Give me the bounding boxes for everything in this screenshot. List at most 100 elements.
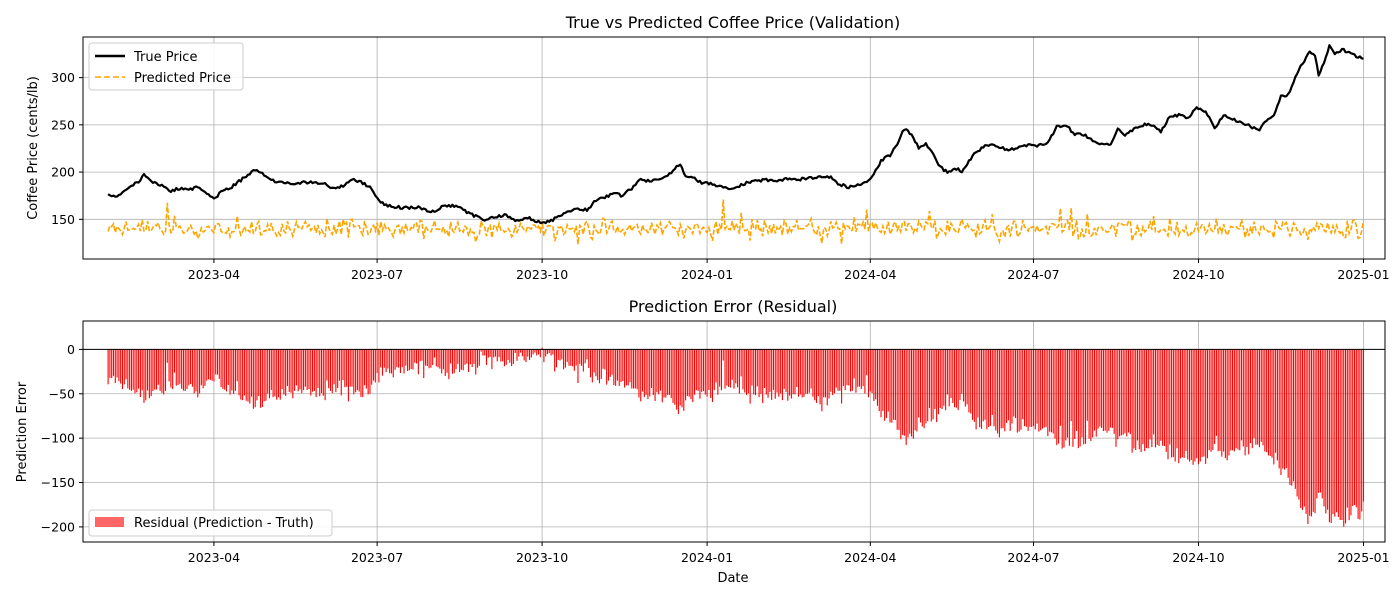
residual-bar — [862, 349, 864, 387]
residual-bar — [182, 349, 184, 391]
residual-bar — [428, 349, 430, 369]
residual-bar — [563, 349, 565, 370]
residual-bar — [1172, 349, 1174, 458]
residual-bar — [760, 349, 762, 394]
residual-bar — [489, 349, 491, 357]
residual-bar — [121, 349, 123, 390]
residual-bar — [236, 349, 238, 382]
residual-bar — [889, 349, 891, 423]
residual-bar — [762, 349, 764, 404]
residual-bar — [792, 349, 794, 395]
residual-bar — [1025, 349, 1027, 427]
residual-bar — [737, 349, 739, 388]
residual-bar — [905, 349, 907, 445]
residual-bar — [812, 349, 814, 397]
residual-bar — [695, 349, 697, 391]
residual-bar — [1348, 349, 1350, 521]
residual-bar — [713, 349, 715, 391]
residual-bar — [356, 349, 358, 391]
residual-bar — [1318, 349, 1320, 493]
residual-bar — [554, 349, 556, 372]
residual-bar — [351, 349, 353, 387]
residual-bar — [622, 349, 624, 382]
residual-bar — [1215, 349, 1217, 436]
price-chart-y-axis-label: Coffee Price (cents/lb) — [26, 76, 41, 220]
residual-bar — [1018, 349, 1020, 432]
residual-bar — [954, 349, 956, 408]
residual-bar — [410, 349, 412, 370]
residual-bar — [297, 349, 299, 392]
residual-bar — [1361, 349, 1363, 512]
residual-bar — [1327, 349, 1329, 510]
residual-bar — [161, 349, 163, 393]
residual-bar — [451, 349, 453, 374]
residual-bar — [114, 349, 116, 384]
residual-bar — [477, 349, 479, 368]
residual-bar — [243, 349, 245, 396]
legend-predicted-price-label: Predicted Price — [134, 71, 231, 86]
residual-bar — [826, 349, 828, 406]
residual-bar — [1287, 349, 1289, 478]
residual-bar — [728, 349, 730, 387]
residual-bar — [518, 349, 520, 357]
residual-bar — [491, 349, 493, 370]
residual-bar — [333, 349, 335, 385]
residual-bar — [227, 349, 229, 385]
residual-bar — [423, 349, 425, 379]
residual-bar — [252, 349, 254, 409]
residual-bar — [851, 349, 853, 391]
residual-bar — [1169, 349, 1171, 445]
residual-bar — [663, 349, 665, 398]
residual-bar — [882, 349, 884, 411]
residual-bar — [738, 349, 740, 394]
residual-bar — [184, 349, 186, 391]
residual-bar — [529, 349, 531, 360]
residual-bar — [195, 349, 197, 392]
residual-chart-y-tick-label: −150 — [41, 475, 75, 490]
residual-bar — [342, 349, 344, 381]
residual-bar — [502, 349, 504, 362]
residual-bar — [548, 349, 550, 354]
residual-bar — [943, 349, 945, 406]
residual-bar — [1233, 349, 1235, 452]
residual-bar — [1244, 349, 1246, 456]
residual-bar — [459, 349, 461, 372]
residual-bar — [285, 349, 287, 396]
residual-bar — [645, 349, 647, 395]
residual-bar — [971, 349, 974, 420]
residual-bar — [125, 349, 127, 380]
residual-bar — [331, 349, 333, 394]
residual-bar — [1251, 349, 1253, 449]
residual-bar — [398, 349, 400, 368]
residual-chart-x-tick-label: 2025-01 — [1337, 550, 1389, 565]
residual-bar — [593, 349, 595, 373]
residual-bar — [493, 349, 495, 358]
residual-bar — [1298, 349, 1300, 500]
residual-bar — [534, 349, 536, 353]
residual-bar — [1027, 349, 1029, 431]
residual-bar — [1269, 349, 1271, 456]
residual-bar — [688, 349, 690, 397]
residual-bar — [512, 349, 514, 364]
residual-bar — [1077, 349, 1079, 449]
residual-bar — [268, 349, 271, 399]
residual-bar — [421, 349, 423, 361]
residual-bar — [815, 349, 818, 403]
residual-bar — [1339, 349, 1341, 520]
residual-bar — [471, 349, 473, 368]
residual-bar — [686, 349, 688, 397]
residual-bar — [304, 349, 306, 387]
residual-bar — [821, 349, 823, 412]
residual-bar — [749, 349, 751, 404]
residual-bar — [1255, 349, 1257, 445]
residual-bar — [776, 349, 778, 393]
residual-bar — [647, 349, 649, 400]
residual-bar — [656, 349, 658, 393]
residual-bar — [129, 349, 131, 390]
residual-bar — [116, 349, 118, 378]
residual-bar — [412, 349, 414, 370]
residual-bar — [1032, 349, 1035, 426]
residual-bar — [1171, 349, 1173, 458]
residual-bar — [1023, 349, 1026, 427]
residual-bar — [631, 349, 633, 389]
